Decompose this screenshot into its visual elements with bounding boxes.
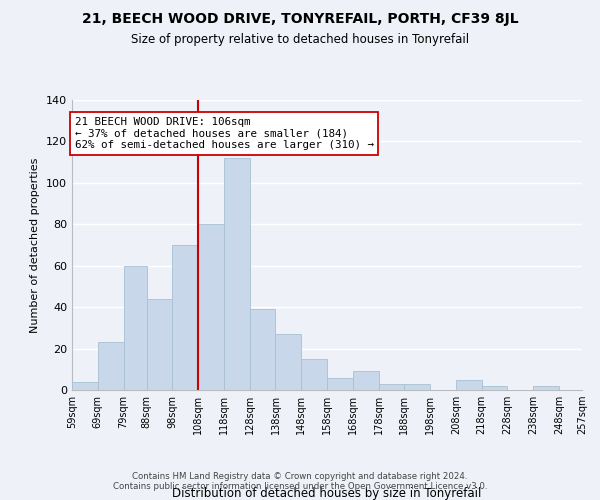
Bar <box>275 334 301 390</box>
Bar <box>456 380 482 390</box>
Bar <box>353 372 379 390</box>
Y-axis label: Number of detached properties: Number of detached properties <box>31 158 40 332</box>
Bar <box>224 158 250 390</box>
Text: Size of property relative to detached houses in Tonyrefail: Size of property relative to detached ho… <box>131 32 469 46</box>
Bar <box>482 386 508 390</box>
Bar <box>301 359 327 390</box>
Text: Contains HM Land Registry data © Crown copyright and database right 2024.: Contains HM Land Registry data © Crown c… <box>132 472 468 481</box>
Bar <box>198 224 224 390</box>
X-axis label: Distribution of detached houses by size in Tonyrefail: Distribution of detached houses by size … <box>172 487 482 500</box>
Bar <box>327 378 353 390</box>
Bar <box>124 266 146 390</box>
Text: 21, BEECH WOOD DRIVE, TONYREFAIL, PORTH, CF39 8JL: 21, BEECH WOOD DRIVE, TONYREFAIL, PORTH,… <box>82 12 518 26</box>
Bar <box>146 299 172 390</box>
Bar <box>533 386 559 390</box>
Text: 21 BEECH WOOD DRIVE: 106sqm
← 37% of detached houses are smaller (184)
62% of se: 21 BEECH WOOD DRIVE: 106sqm ← 37% of det… <box>74 116 374 150</box>
Bar <box>72 382 98 390</box>
Text: Contains public sector information licensed under the Open Government Licence v3: Contains public sector information licen… <box>113 482 487 491</box>
Bar <box>172 245 198 390</box>
Bar <box>250 309 275 390</box>
Bar <box>98 342 124 390</box>
Bar <box>404 384 430 390</box>
Bar <box>379 384 404 390</box>
